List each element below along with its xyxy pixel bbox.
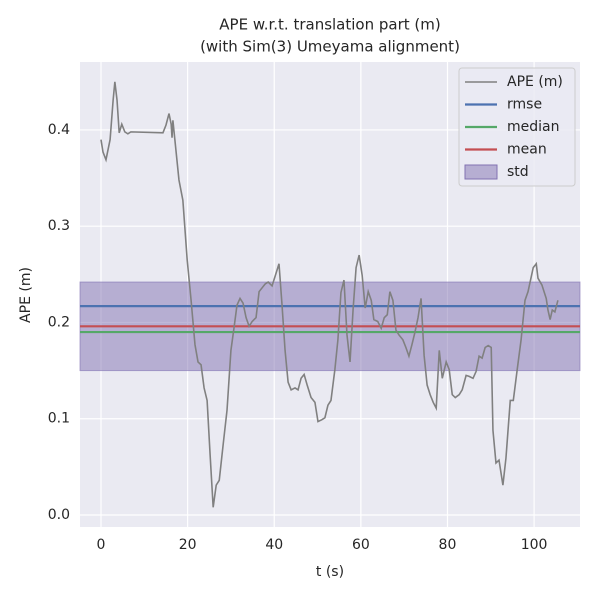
- legend-box: [458, 67, 576, 187]
- chart-title: APE w.r.t. translation part (m): [219, 16, 440, 34]
- x-tick-label: 20: [179, 537, 197, 553]
- x-tick-label: 0: [97, 537, 106, 553]
- x-tick-label: 40: [265, 537, 283, 553]
- chart-subtitle: (with Sim(3) Umeyama alignment): [200, 38, 460, 56]
- legend-label: rmse: [507, 97, 542, 113]
- y-axis-label: APE (m): [18, 267, 34, 323]
- y-tick-label: 0.1: [48, 411, 70, 427]
- x-tick-label: 80: [439, 537, 457, 553]
- x-tick-label: 100: [521, 537, 548, 553]
- y-tick-label: 0.2: [48, 314, 70, 330]
- y-tick-label: 0.4: [48, 122, 70, 138]
- x-axis-label: t (s): [316, 564, 344, 580]
- ape-line: [100, 81, 559, 508]
- marks: [79, 81, 581, 508]
- x-tick-label: 60: [352, 537, 370, 553]
- legend-label: median: [507, 119, 559, 135]
- y-tick-label: 0.0: [48, 507, 70, 523]
- legend: APE (m) rmse median mean std: [458, 67, 576, 187]
- legend-label: APE (m): [507, 74, 563, 90]
- legend-swatch: [464, 164, 498, 180]
- legend-label: mean: [507, 142, 547, 158]
- legend-label: std: [507, 164, 529, 180]
- y-tick-label: 0.3: [48, 218, 70, 234]
